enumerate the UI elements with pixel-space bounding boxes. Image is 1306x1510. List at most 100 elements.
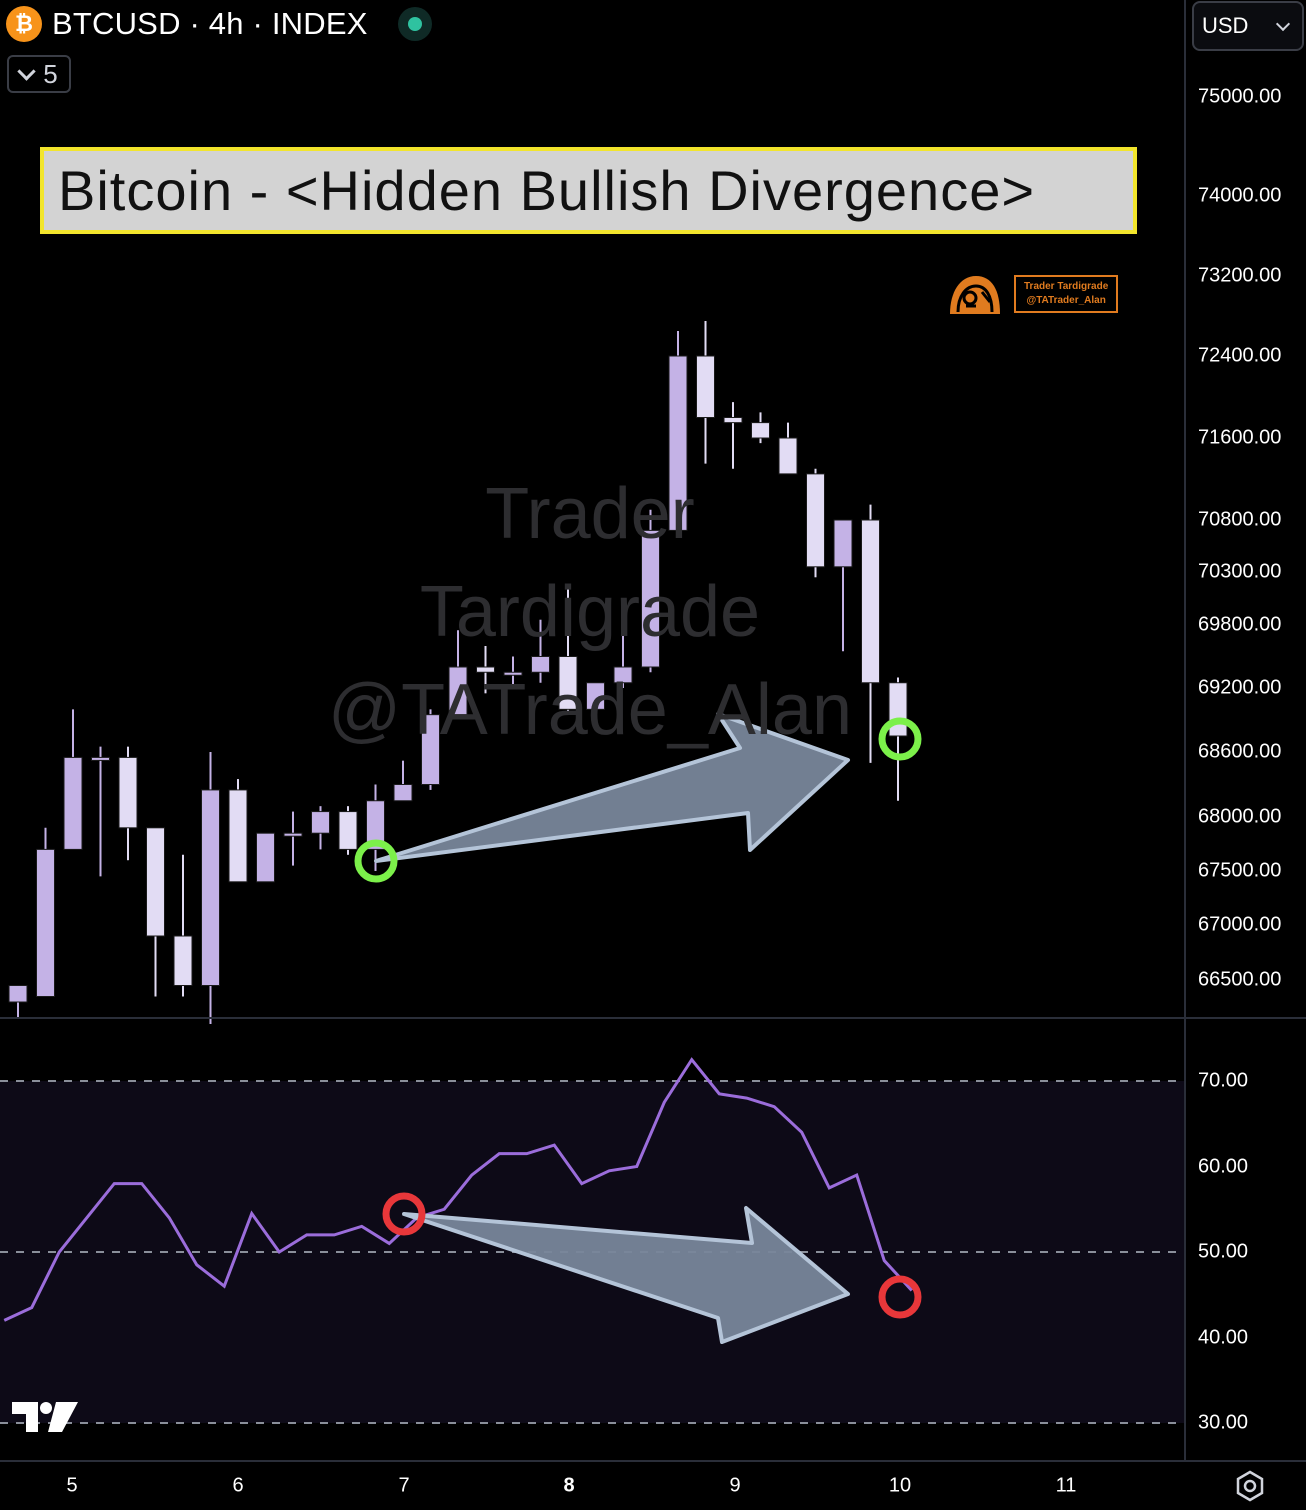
chevron-down-icon <box>1276 16 1291 32</box>
price-tick-label: 69200.00 <box>1198 676 1282 699</box>
indicators-count: 5 <box>43 58 58 89</box>
time-tick-label: 9 <box>729 1474 741 1497</box>
candle <box>393 760 413 802</box>
indicators-collapse-button[interactable]: 5 <box>7 55 71 93</box>
candle-body <box>228 789 248 883</box>
candle <box>448 630 468 716</box>
candle <box>476 646 495 694</box>
candle-body <box>421 714 440 786</box>
candle <box>228 779 248 883</box>
time-tick-label: 6 <box>232 1474 244 1497</box>
candle-body <box>558 656 578 710</box>
candle-body <box>476 666 495 673</box>
price-tick-label: 71600.00 <box>1198 426 1282 449</box>
candle <box>173 854 193 997</box>
candle-body <box>393 784 413 802</box>
candle-body <box>613 666 633 684</box>
candle-body <box>338 811 358 850</box>
candle-body <box>778 437 798 475</box>
candle-body <box>146 827 165 937</box>
candle <box>283 811 303 866</box>
candle <box>8 985 28 1019</box>
candle-body <box>586 682 605 710</box>
annotation-title-text: Bitcoin - <Hidden Bullish Divergence> <box>58 159 1036 222</box>
time-tick-label: 10 <box>888 1474 912 1497</box>
rsi-tick-label: 70.00 <box>1198 1069 1249 1092</box>
candle <box>778 422 798 475</box>
candle-body <box>91 756 110 761</box>
pane-divider[interactable] <box>0 1017 1306 1019</box>
time-tick-label: 8 <box>563 1474 575 1497</box>
candle-body <box>723 417 743 424</box>
candle <box>806 468 825 578</box>
price-tick-label: 70800.00 <box>1198 508 1282 531</box>
candle-body <box>366 800 385 850</box>
bitcoin-icon: ₿ <box>6 6 42 42</box>
candle-body <box>861 519 880 684</box>
candle-body <box>696 355 715 418</box>
rsi-tick-label: 60.00 <box>1198 1155 1249 1177</box>
price-divergence-arrow <box>374 712 850 863</box>
candle <box>668 331 688 531</box>
time-tick-label: 11 <box>1055 1474 1077 1497</box>
candle-body <box>63 756 83 850</box>
candle <box>723 402 743 469</box>
candle <box>833 519 853 652</box>
candle-body <box>531 656 550 673</box>
author-logo: Trader Tardigrade @TATrader_Alan <box>946 272 1119 316</box>
candle-body <box>36 848 55 998</box>
watermark: Trader Tardigrade @TATrade_Alan <box>310 465 870 759</box>
candle-body <box>503 671 523 676</box>
symbol-title[interactable]: BTCUSD · 4h · INDEX <box>52 6 368 41</box>
candle <box>751 412 770 444</box>
currency-select[interactable]: USD <box>1192 1 1304 51</box>
candle <box>311 806 330 850</box>
candle <box>63 709 83 850</box>
market-status-icon[interactable] <box>397 7 432 41</box>
chart-annotation-title[interactable]: Bitcoin - <Hidden Bullish Divergence> <box>40 147 1137 234</box>
currency-value: USD <box>1202 13 1249 38</box>
candle <box>613 625 633 688</box>
candle-body <box>448 666 468 716</box>
candle <box>201 752 220 1024</box>
divergence-annotations <box>354 712 922 1344</box>
watermark-line-1: Trader Tardigrade <box>419 474 761 652</box>
tradingview-logo-icon[interactable] <box>12 1398 78 1434</box>
candle <box>366 784 385 871</box>
candle <box>558 587 578 715</box>
candle <box>586 682 605 715</box>
price-tick-label: 68600.00 <box>1198 740 1282 763</box>
logo-line-2: @TATrader_Alan <box>1026 295 1106 306</box>
settings-gear-icon[interactable] <box>1234 1470 1266 1502</box>
candle-body <box>118 756 138 829</box>
candle <box>888 677 908 801</box>
candle-body <box>751 422 770 439</box>
rsi-line <box>3 1057 913 1322</box>
rsi-low-marker-left <box>382 1192 426 1236</box>
rsi-low-marker-right <box>878 1275 922 1319</box>
candle-body <box>201 789 220 987</box>
candlestick-series <box>8 321 908 1024</box>
candle <box>118 746 138 861</box>
price-tick-label: 66500.00 <box>1198 968 1282 991</box>
rsi-tick-label: 30.00 <box>1198 1411 1249 1434</box>
author-logo-text: Trader Tardigrade @TATrader_Alan <box>1014 275 1119 313</box>
price-tick-label: 69800.00 <box>1198 613 1282 636</box>
price-tick-label: 67000.00 <box>1198 913 1282 936</box>
candle-body <box>8 985 28 1003</box>
price-tick-label: 75000.00 <box>1198 85 1282 108</box>
candle <box>641 509 660 673</box>
candle-body <box>641 529 660 668</box>
price-axis-divider <box>1184 0 1186 1460</box>
rsi-divergence-arrow <box>402 1206 850 1344</box>
time-tick-label: 7 <box>398 1474 410 1497</box>
logo-line-1: Trader Tardigrade <box>1024 281 1109 292</box>
candle-body <box>283 832 303 837</box>
candle-body <box>256 832 275 883</box>
candle-body <box>173 935 193 986</box>
symbol-header[interactable]: ₿ BTCUSD · 4h · INDEX <box>6 4 432 44</box>
candle <box>696 321 715 464</box>
price-tick-label: 73200.00 <box>1198 264 1282 287</box>
rsi-series <box>3 1057 913 1322</box>
